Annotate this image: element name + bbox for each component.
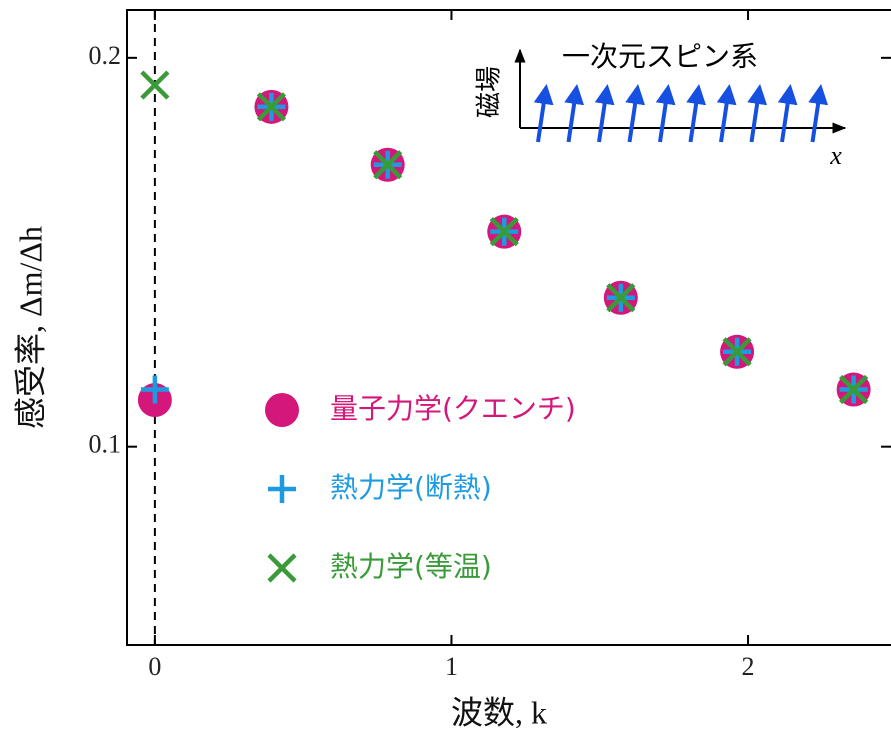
x-axis-label: 波数, k xyxy=(451,694,547,730)
inset-ylabel: 磁場 xyxy=(475,66,505,118)
y-tick-label: 0.2 xyxy=(89,41,122,70)
point xyxy=(606,283,636,313)
x-tick-label: 1 xyxy=(445,652,458,681)
point xyxy=(489,217,519,247)
spin-arrow xyxy=(747,84,768,143)
point xyxy=(839,374,869,405)
y-tick-label: 0.1 xyxy=(89,430,122,459)
point xyxy=(256,92,287,122)
legend-marker xyxy=(267,553,297,583)
point xyxy=(140,375,169,404)
point xyxy=(722,337,752,367)
inset-diagram: 一次元スピン系 磁場 x xyxy=(475,40,847,170)
x-tick-label: 0 xyxy=(148,652,161,681)
point xyxy=(140,70,170,100)
y-axis-label: 感受率, Δm/Δh xyxy=(12,226,48,429)
spin-arrow xyxy=(655,84,676,143)
inset-xlabel: x xyxy=(829,141,842,170)
spin-arrow xyxy=(533,84,554,143)
legend-label: 熱力学(断熱) xyxy=(330,471,492,504)
plot-frame xyxy=(126,9,891,646)
inset-title: 一次元スピン系 xyxy=(562,40,758,73)
x-tick-label: 2 xyxy=(742,652,755,681)
legend-label: 量子力学(クエンチ) xyxy=(330,392,576,425)
spin-arrow xyxy=(564,84,585,143)
spin-arrow xyxy=(686,84,707,143)
spin-arrow xyxy=(716,84,737,143)
spin-arrow xyxy=(594,84,615,143)
spin-arrow xyxy=(625,84,646,143)
point xyxy=(373,150,403,180)
spin-arrow xyxy=(777,84,798,143)
legend-marker xyxy=(265,393,299,427)
legend-marker xyxy=(268,475,296,503)
spin-arrow xyxy=(808,84,829,143)
legend-label: 熱力学(等温) xyxy=(330,550,492,583)
